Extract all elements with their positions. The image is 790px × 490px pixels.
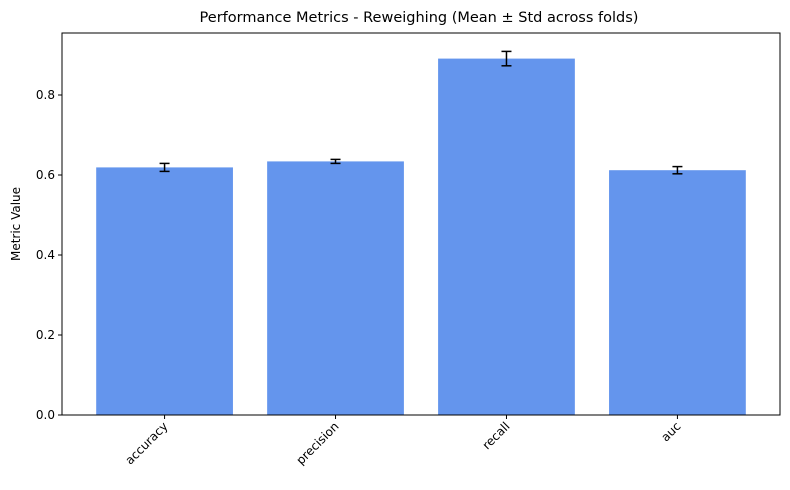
error-bar-accuracy [159,162,170,173]
bar-precision [267,161,404,415]
bar-accuracy [96,167,233,415]
bars-layer [96,58,746,415]
error-bar-precision [330,158,341,165]
y-tick-label: 0.2 [36,328,55,342]
y-tick-label: 0.4 [36,248,55,262]
chart-title: Performance Metrics - Reweighing (Mean ±… [200,10,639,26]
y-axis: 0.0 0.2 0.4 0.6 0.8 [36,88,62,422]
bar-auc [609,170,746,415]
error-bar-auc [672,165,683,175]
y-axis-label: Metric Value [9,187,23,261]
error-bars-layer [159,50,683,175]
error-bar-recall [501,50,512,67]
y-tick-label: 0.0 [36,408,55,422]
bar-recall [438,58,575,415]
y-tick-label: 0.6 [36,168,55,182]
plot-frame [61,32,781,416]
plot-area [61,32,781,416]
y-tick-label: 0.8 [36,88,55,102]
